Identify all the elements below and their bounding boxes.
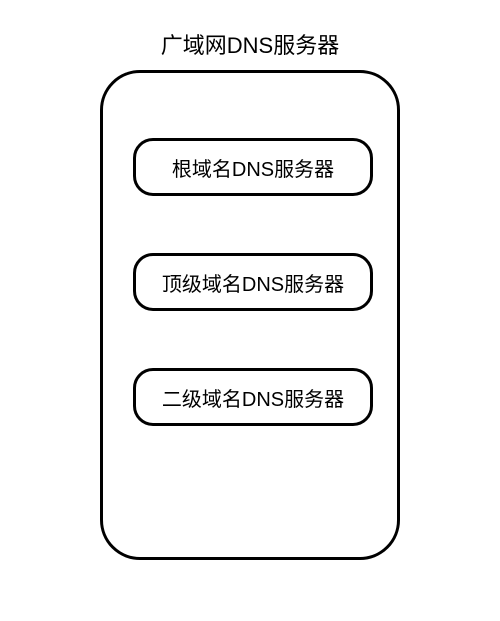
tld-dns-label: 顶级域名DNS服务器 (162, 268, 344, 297)
diagram-title: 广域网DNS服务器 (0, 28, 500, 60)
dns-container: 根域名DNS服务器 顶级域名DNS服务器 二级域名DNS服务器 (100, 70, 400, 560)
second-level-dns-node: 二级域名DNS服务器 (133, 368, 373, 426)
second-level-dns-label: 二级域名DNS服务器 (162, 383, 344, 412)
tld-dns-node: 顶级域名DNS服务器 (133, 253, 373, 311)
root-dns-node: 根域名DNS服务器 (133, 138, 373, 196)
root-dns-label: 根域名DNS服务器 (172, 153, 334, 182)
